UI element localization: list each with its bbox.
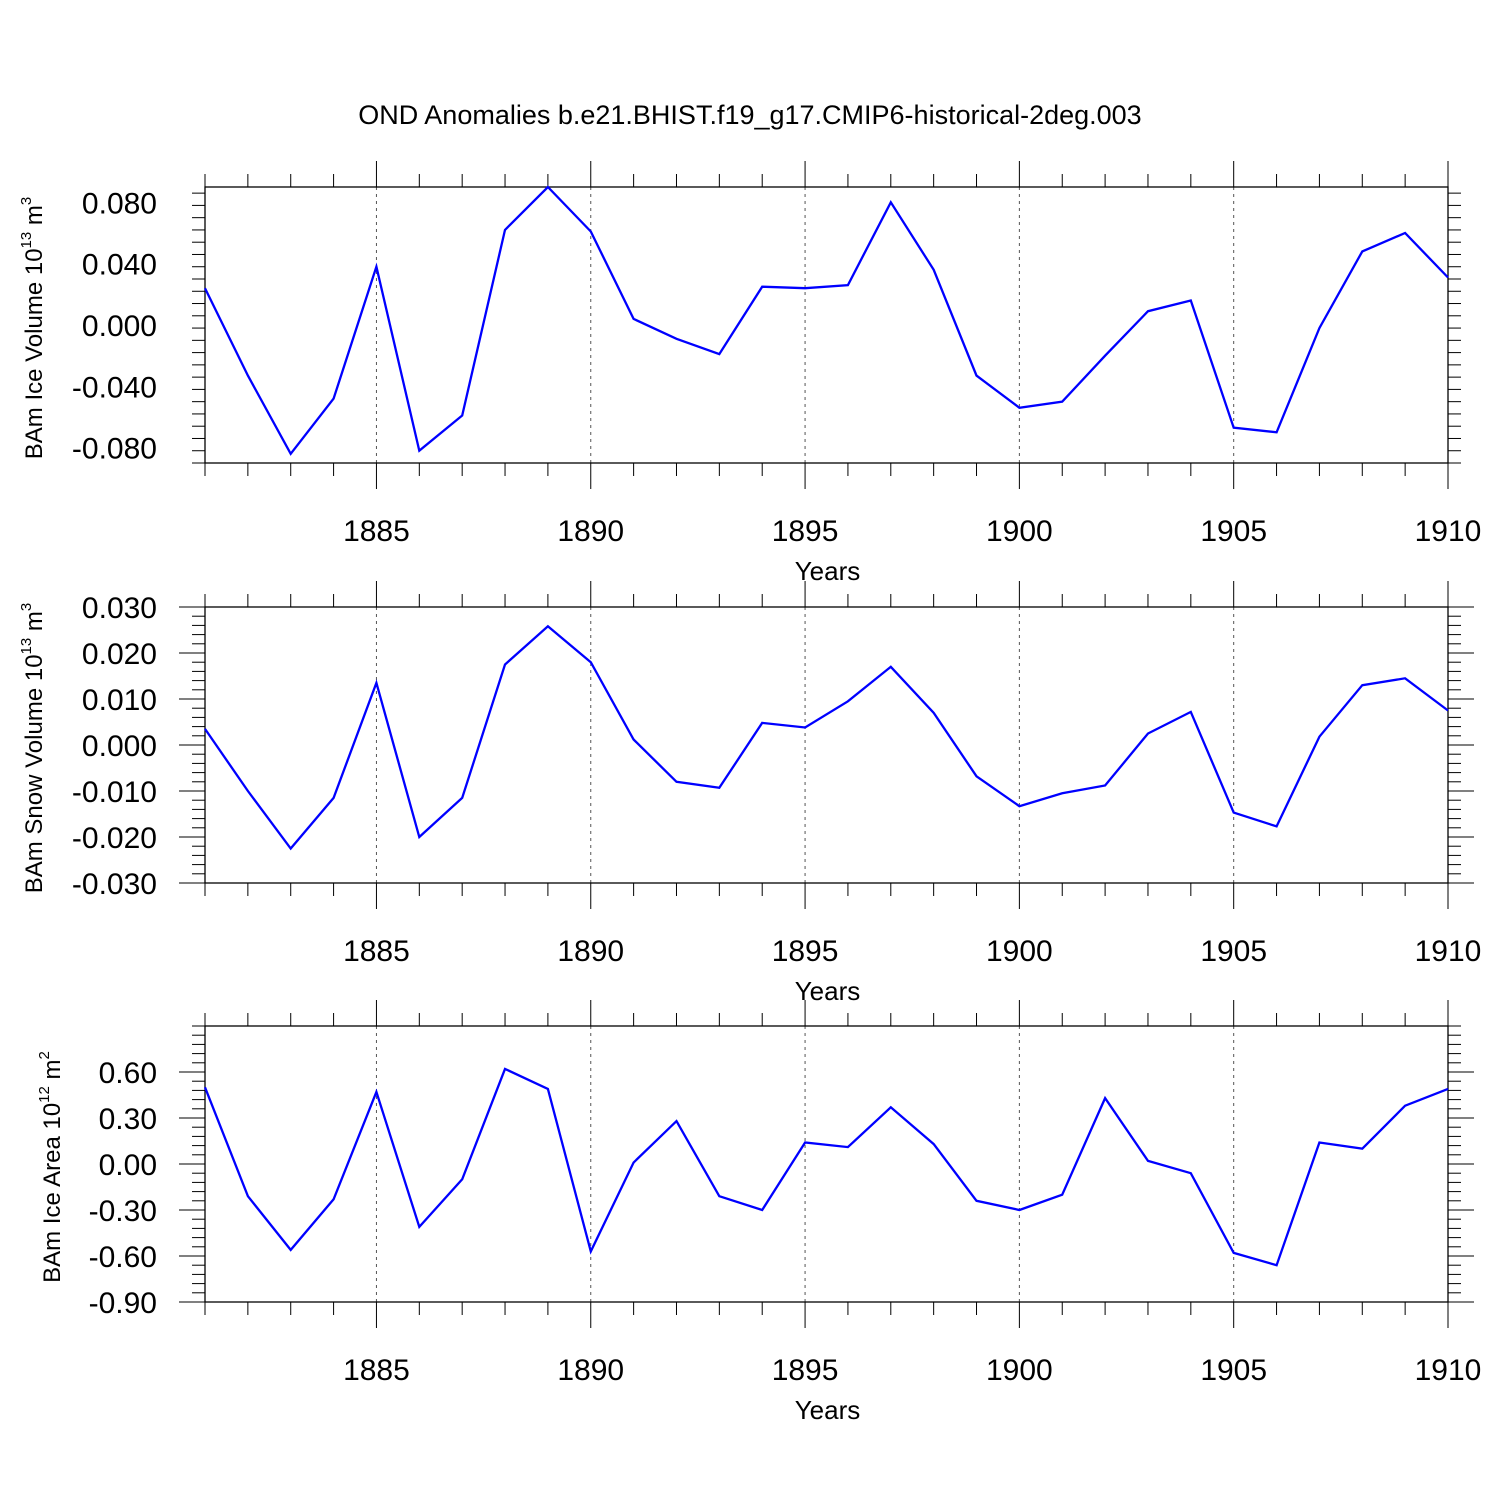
y-tick-label: 0.000 <box>82 730 157 763</box>
chart-title: OND Anomalies b.e21.BHIST.f19_g17.CMIP6-… <box>358 100 1141 130</box>
y-tick-label: 0.020 <box>82 638 157 671</box>
x-tick-label: 1895 <box>772 1354 839 1387</box>
plot-frame <box>204 1025 1449 1303</box>
y-tick-label: 0.00 <box>99 1149 157 1182</box>
plot-frame <box>204 186 1449 464</box>
y-axis-title: BAm Snow Volume 1013 m3 <box>18 603 48 894</box>
y-tick-label: 0.60 <box>99 1057 157 1090</box>
y-tick-label: 0.010 <box>82 684 157 717</box>
x-axis-title: Years <box>795 1395 861 1425</box>
y-axis-title: BAm Ice Volume 1013 m3 <box>18 197 48 459</box>
y-tick-label: 0.030 <box>82 592 157 625</box>
panel-1: 1885 1890 1895 1900 1905 1910 -0.080 -0.040 0.00… <box>18 161 1481 586</box>
x-tick-label: 1900 <box>986 935 1053 968</box>
y-tick-label: -0.080 <box>72 433 157 466</box>
x-tick-label: 1910 <box>1415 1354 1482 1387</box>
y-tick-label: 0.080 <box>82 187 157 220</box>
y-tick-label: -0.60 <box>89 1241 157 1274</box>
x-tick-label: 1890 <box>557 515 624 548</box>
series-line <box>203 185 1449 456</box>
y-tick-label: -0.30 <box>89 1195 157 1228</box>
plot-frame <box>204 606 1449 884</box>
x-tick-label: 1890 <box>557 1354 624 1387</box>
x-axis-title: Years <box>795 976 861 1006</box>
x-tick-label: 1885 <box>343 935 410 968</box>
x-tick-label: 1905 <box>1200 935 1267 968</box>
series-line <box>204 624 1449 851</box>
x-axis-title: Years <box>795 556 861 586</box>
x-tick-label: 1895 <box>772 515 839 548</box>
x-tick-label: 1890 <box>557 935 624 968</box>
x-tick-label: 1900 <box>986 515 1053 548</box>
x-tick-label: 1905 <box>1200 1354 1267 1387</box>
y-tick-label: -0.90 <box>89 1287 157 1320</box>
y-tick-label: -0.020 <box>72 822 157 855</box>
y-tick-label: -0.030 <box>72 868 157 901</box>
x-tick-label: 1900 <box>986 1354 1053 1387</box>
x-tick-label: 1885 <box>343 1354 410 1387</box>
y-tick-label: -0.040 <box>72 371 157 404</box>
panel-2: 1885 1890 1895 1900 1905 1910 -0.030 -0.020 -0.0… <box>18 581 1481 1006</box>
x-tick-label: 1910 <box>1415 515 1482 548</box>
series-line <box>203 1067 1449 1267</box>
y-tick-label: 0.30 <box>99 1103 157 1136</box>
x-tick-label: 1895 <box>772 935 839 968</box>
y-tick-label: 0.000 <box>82 310 157 343</box>
x-tick-label: 1910 <box>1415 935 1482 968</box>
x-tick-label: 1905 <box>1200 515 1267 548</box>
y-axis-title: BAm Ice Area 1012 m2 <box>36 1051 66 1283</box>
x-tick-label: 1885 <box>343 515 410 548</box>
y-tick-label: 0.040 <box>82 249 157 282</box>
panel-3: 1885 1890 1895 1900 1905 1910 -0.90 -0.60 -0.30 0… <box>36 1000 1481 1425</box>
y-tick-label: -0.010 <box>72 776 157 809</box>
